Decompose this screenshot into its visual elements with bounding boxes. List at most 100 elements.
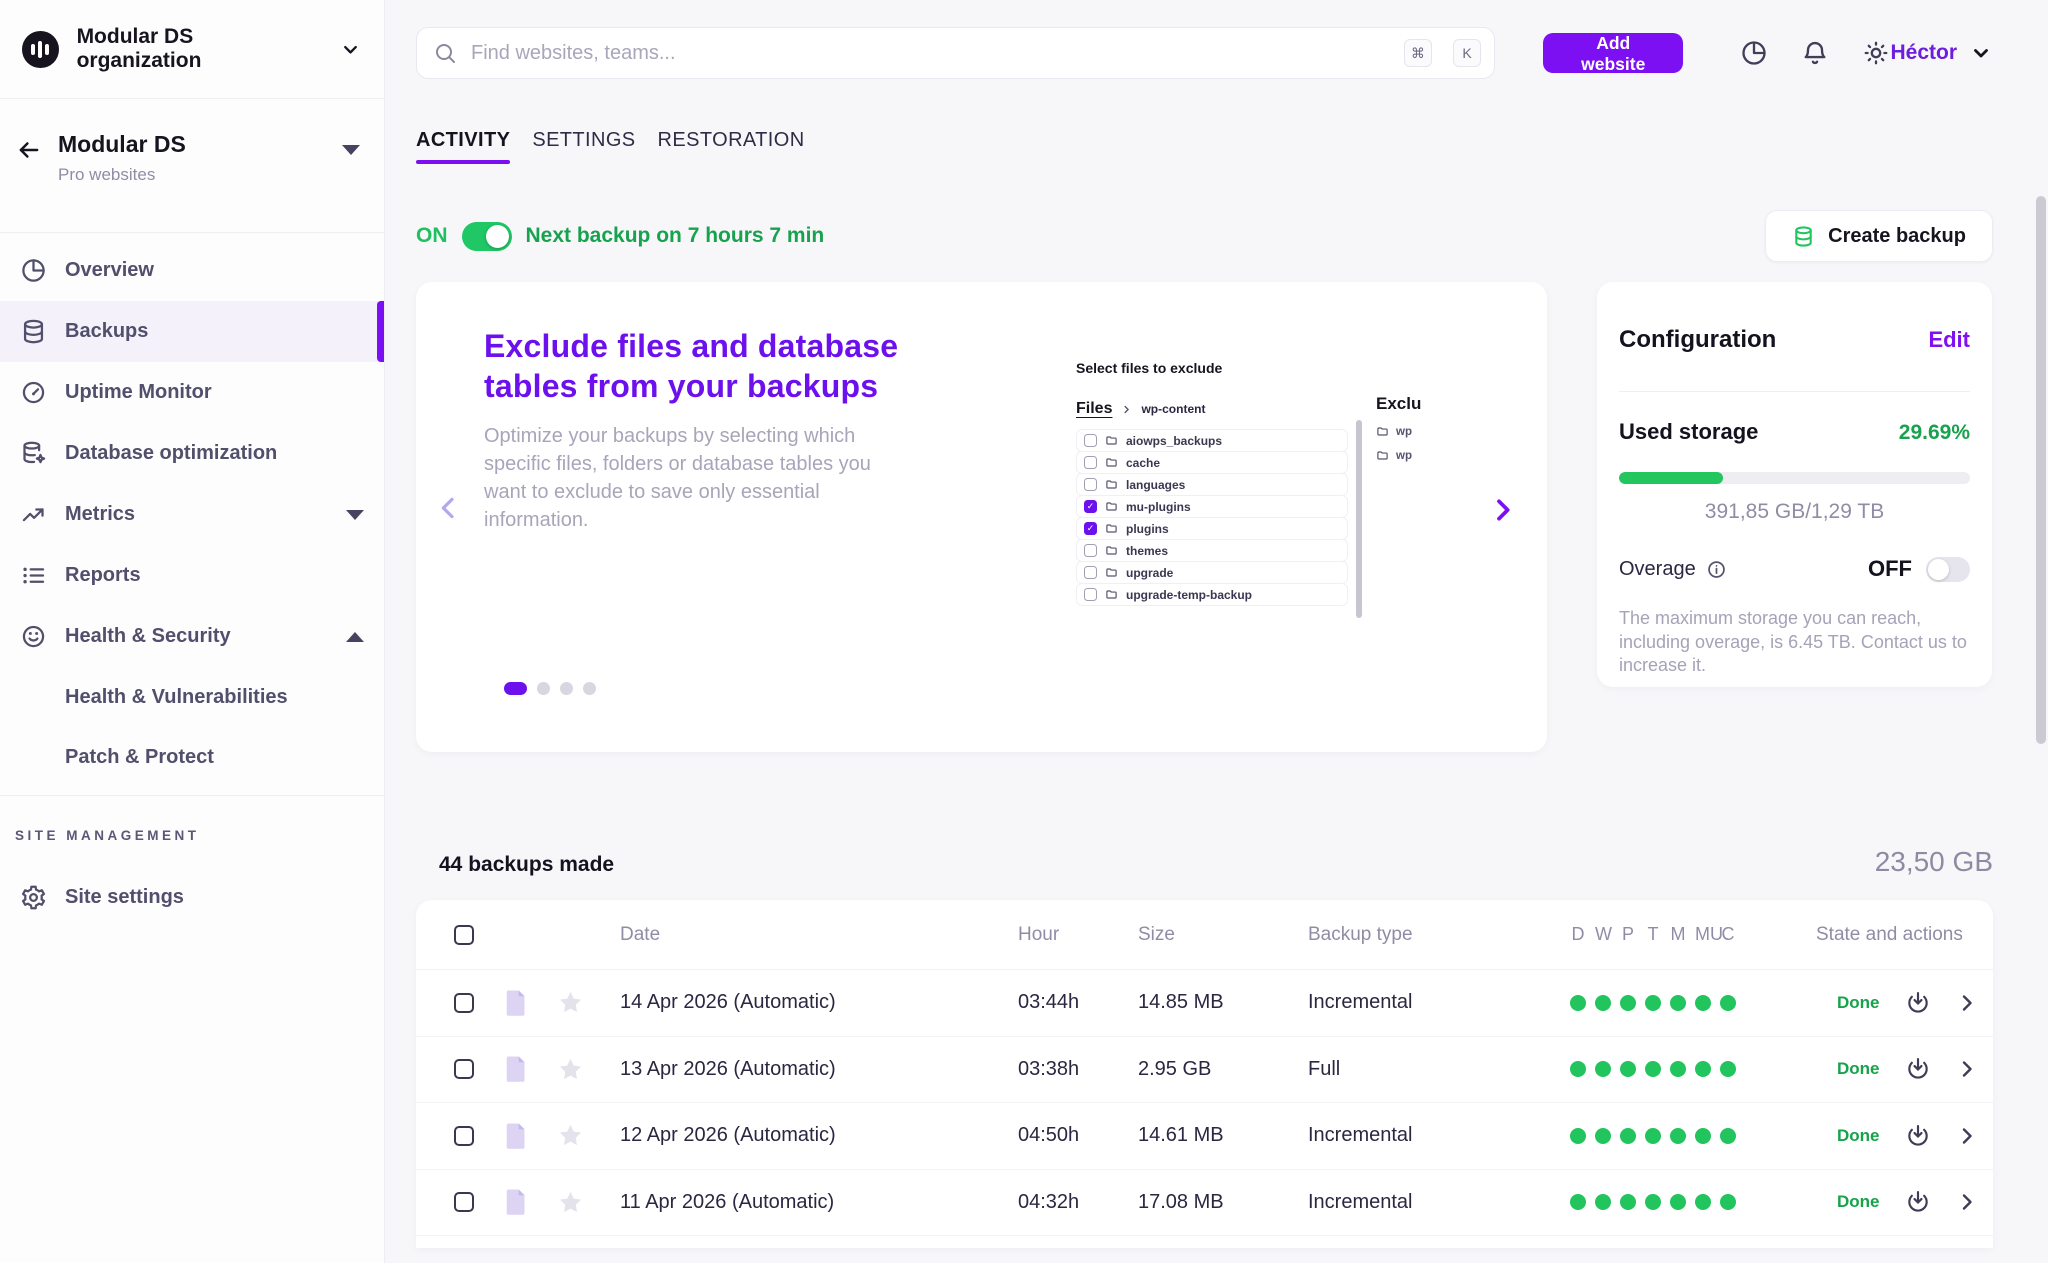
toggle-knob [1928,558,1949,580]
folder-icon [1105,544,1118,557]
folder-checkbox[interactable] [1084,478,1097,491]
backup-controls: ON Next backup on 7 hours 7 min Create b… [416,210,1993,262]
preview-scrollbar[interactable] [1356,420,1362,618]
restore-backup-icon[interactable] [1905,990,1931,1016]
sidebar-divider [0,795,384,796]
edit-configuration-link[interactable]: Edit [1928,327,1970,352]
back-arrow-icon[interactable] [16,137,42,163]
preview-title: Select files to exclude [1076,360,1223,376]
sidebar-item-reports[interactable]: Reports [0,545,384,606]
row-details-chevron-icon[interactable] [1955,991,1979,1015]
day-status-dot [1595,994,1611,1011]
backup-row[interactable]: 14 Apr 2026 (Automatic) 03:44h 14.85 MB Inc… [416,970,1993,1037]
carousel-dot-4[interactable] [583,682,596,695]
day-status-dot [1695,994,1711,1011]
site-management-section-label: SITE MANAGEMENT [15,828,200,843]
site-switcher[interactable]: Modular DS Pro websites [0,99,384,233]
folder-checkbox[interactable] [1084,434,1097,447]
row-details-chevron-icon[interactable] [1955,1057,1979,1081]
row-details-chevron-icon[interactable] [1955,1190,1979,1214]
carousel-dot-2[interactable] [537,682,550,695]
tab-activity[interactable]: ACTIVITY [416,129,511,164]
backups-count-label: 44 backups made [439,853,615,876]
tab-settings[interactable]: SETTINGS [532,129,636,151]
carousel-prev-chevron-icon[interactable] [432,492,464,524]
notifications-bell-icon[interactable] [1801,39,1829,67]
scheduled-backup-toggle[interactable] [461,221,512,251]
add-website-button[interactable]: Add website [1542,33,1684,74]
backup-file-icon [492,1055,540,1083]
carousel-dot-1[interactable] [504,682,527,695]
select-all-checkbox[interactable] [454,924,474,945]
exclude-folder-row[interactable]: ✓ plugins [1076,517,1348,540]
exclude-folder-row[interactable]: aiowps_backups [1076,429,1348,452]
breadcrumb-files[interactable]: Files [1076,400,1113,417]
sidebar-item-overview[interactable]: Overview [0,240,384,301]
sidebar-item-label: Health & Security [65,625,231,647]
search-input[interactable] [471,41,1390,65]
sidebar-item-database-optimization[interactable]: Database optimization [0,423,384,484]
restore-backup-icon[interactable] [1905,1189,1931,1215]
backup-size: 14.61 MB [1138,1124,1224,1147]
sidebar-item-metrics[interactable]: Metrics [0,484,384,545]
sidebar-item-backups[interactable]: Backups [0,301,384,362]
global-search[interactable]: ⌘ K [416,27,1495,79]
row-checkbox[interactable] [454,1192,474,1213]
excluded-folder-name: wp [1396,449,1412,462]
restore-backup-icon[interactable] [1905,1056,1931,1082]
day-status-dot [1620,1127,1636,1144]
exclude-folder-row[interactable]: cache [1076,451,1348,474]
sidebar-item-site-settings[interactable]: Site settings [0,867,384,928]
exclude-folder-row[interactable]: languages [1076,473,1348,496]
folder-checkbox[interactable]: ✓ [1084,500,1097,513]
sidebar-item-health-security[interactable]: Health & Security [0,606,384,667]
backup-type: Full [1308,1057,1341,1080]
user-menu[interactable]: Héctor [1890,41,1993,65]
favorite-star-icon[interactable] [540,1189,600,1216]
exclude-folder-row[interactable]: upgrade [1076,561,1348,584]
theme-sun-icon[interactable] [1862,39,1890,67]
restore-backup-icon[interactable] [1905,1123,1931,1149]
backup-type: Incremental [1308,1124,1413,1147]
favorite-star-icon[interactable] [540,1122,600,1149]
row-checkbox[interactable] [454,1125,474,1146]
exclude-folder-row[interactable]: upgrade-temp-backup [1076,583,1348,606]
folder-icon [1105,566,1118,579]
overage-toggle[interactable] [1926,556,1970,582]
exclude-folder-row[interactable]: themes [1076,539,1348,562]
cards-row: Exclude files and database tables from y… [416,282,1993,752]
organization-switcher[interactable]: Modular DS organization [0,0,384,99]
backup-row[interactable]: 11 Apr 2026 (Automatic) 04:32h 17.08 MB Inc… [416,1170,1993,1236]
page-scrollbar[interactable] [2036,196,2046,744]
favorite-star-icon[interactable] [540,989,600,1016]
sidebar-subitem-patch-protect[interactable]: Patch & Protect [65,745,214,768]
day-status-dot [1720,994,1736,1011]
row-details-chevron-icon[interactable] [1955,1124,1979,1148]
folder-checkbox[interactable]: ✓ [1084,522,1097,535]
folder-icon [1105,500,1118,513]
sidebar-item-uptime-monitor[interactable]: Uptime Monitor [0,362,384,423]
carousel-next-chevron-icon[interactable] [1487,494,1519,526]
exclude-folder-row[interactable]: ✓ mu-plugins [1076,495,1348,518]
toggle-state-label: ON [416,224,448,247]
folder-checkbox[interactable] [1084,588,1097,601]
sidebar-subitem-health-vulnerabilities[interactable]: Health & Vulnerabilities [65,685,288,708]
overage-note: The maximum storage you can reach, inclu… [1619,608,1967,675]
row-checkbox[interactable] [454,1059,474,1080]
folder-checkbox[interactable] [1084,456,1097,469]
folder-checkbox[interactable] [1084,566,1097,579]
carousel-dot-3[interactable] [560,682,573,695]
backup-row[interactable]: 12 Apr 2026 (Automatic) 04:50h 14.61 MB Inc… [416,1103,1993,1170]
chevron-down-icon [1969,41,1993,65]
row-checkbox[interactable] [454,992,474,1013]
tab-restoration[interactable]: RESTORATION [657,129,805,151]
excluded-folder-item: wp [1376,449,1421,462]
folder-checkbox[interactable] [1084,544,1097,557]
excluded-panel: Exclu wp wp [1376,394,1421,462]
database-icon [20,318,47,345]
favorite-star-icon[interactable] [540,1056,600,1083]
backup-row[interactable]: 13 Apr 2026 (Automatic) 03:38h 2.95 GB Full… [416,1037,1993,1103]
create-backup-button[interactable]: Create backup [1765,210,1993,262]
usage-stats-icon[interactable] [1740,39,1768,67]
info-icon[interactable] [1706,559,1727,580]
